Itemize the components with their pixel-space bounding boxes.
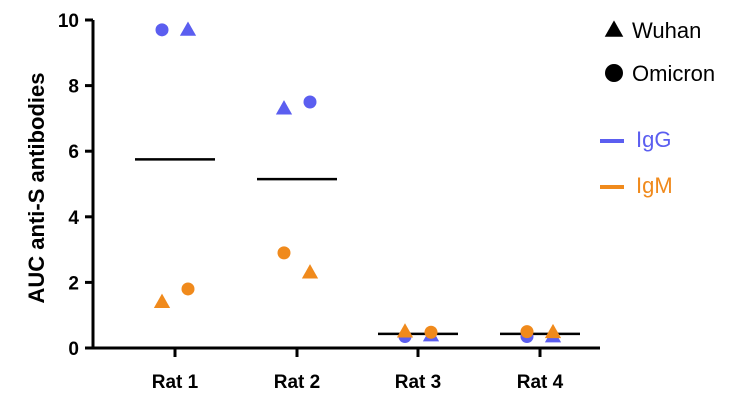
- data-point-circle: [181, 282, 195, 296]
- x-tick-label: Rat 1: [152, 372, 199, 393]
- legend: Wuhan Omicron IgG IgM: [600, 18, 715, 198]
- legend-triangle-icon: [604, 20, 624, 37]
- x-tick-label: Rat 2: [274, 372, 320, 393]
- axes: 0 2 4 6 8 10 Rat 1 Rat 2 Rat 3 Rat 4: [58, 11, 600, 393]
- data-point-triangle: [301, 264, 319, 279]
- legend-color-label: IgM: [636, 173, 673, 198]
- y-tick-label: 0: [68, 339, 79, 360]
- data-point-triangle: [153, 293, 171, 308]
- legend-shape-label: Omicron: [632, 61, 715, 86]
- mean-lines: [135, 158, 580, 336]
- x-tick-label: Rat 4: [517, 372, 564, 393]
- y-tick-label: 4: [68, 208, 79, 229]
- y-tick-label: 8: [68, 77, 79, 98]
- legend-shape-label: Wuhan: [632, 18, 701, 43]
- y-tick-label: 2: [68, 273, 79, 294]
- data-point-triangle: [179, 21, 197, 36]
- legend-color-label: IgG: [636, 127, 671, 152]
- data-point-triangle: [275, 100, 293, 115]
- data-points: [153, 21, 562, 344]
- legend-circle-icon: [605, 64, 623, 82]
- data-point-circle: [277, 246, 291, 260]
- data-point-circle: [520, 325, 534, 339]
- data-point-circle: [424, 325, 438, 339]
- x-tick-label: Rat 3: [395, 372, 441, 393]
- y-tick-label: 10: [58, 11, 79, 32]
- y-axis-title-group: AUC anti-S antibodies: [24, 72, 49, 303]
- data-point-circle: [155, 23, 169, 37]
- data-point-triangle: [544, 323, 562, 339]
- y-tick-label: 6: [68, 142, 79, 163]
- y-axis-title: AUC anti-S antibodies: [24, 72, 49, 303]
- data-point-triangle: [396, 323, 414, 338]
- data-point-circle: [303, 95, 317, 109]
